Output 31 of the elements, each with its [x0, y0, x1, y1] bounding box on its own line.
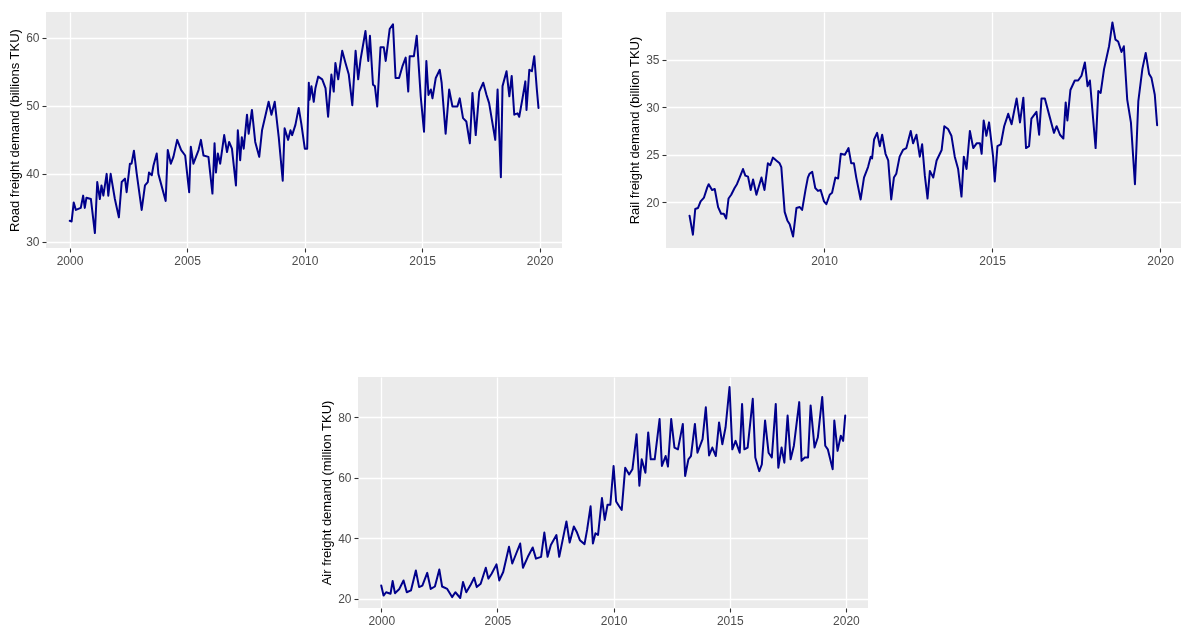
x-tick-label: 2020: [1147, 253, 1175, 268]
x-tick-label: 2015: [409, 253, 437, 268]
x-tick-label: 2020: [833, 613, 861, 628]
y-tick-label: 60: [26, 31, 40, 46]
y-tick-label: 35: [646, 53, 660, 68]
x-tick-label: 2015: [716, 613, 744, 628]
y-tick-label: 60: [338, 471, 352, 486]
line-series: [688, 21, 1159, 238]
line-series: [380, 385, 847, 600]
y-axis-title: Rail freight demand (billion TKU): [627, 36, 643, 225]
x-tick-label: 2010: [811, 253, 839, 268]
y-tick-label: 25: [646, 148, 660, 163]
x-tick-label: 2010: [291, 253, 319, 268]
y-tick-label: 50: [26, 99, 40, 114]
y-tick-label: 80: [338, 410, 352, 425]
y-tick-label: 40: [338, 531, 352, 546]
y-tick-label: 30: [646, 100, 660, 115]
y-tick-label: 30: [26, 235, 40, 250]
x-tick-label: 2020: [526, 253, 554, 268]
x-tick-label: 2000: [56, 253, 84, 268]
x-tick-label: 2005: [484, 613, 512, 628]
line-series: [68, 23, 540, 235]
y-axis-title: Road freight demand (billions TKU): [7, 29, 23, 232]
x-tick-label: 2015: [979, 253, 1007, 268]
y-axis-title: Air freight demand (million TKU): [319, 400, 335, 586]
y-tick-label: 20: [338, 592, 352, 607]
x-tick-label: 2005: [174, 253, 202, 268]
x-tick-label: 2010: [600, 613, 628, 628]
x-tick-label: 2000: [368, 613, 396, 628]
y-tick-label: 40: [26, 167, 40, 182]
y-tick-label: 20: [646, 195, 660, 210]
